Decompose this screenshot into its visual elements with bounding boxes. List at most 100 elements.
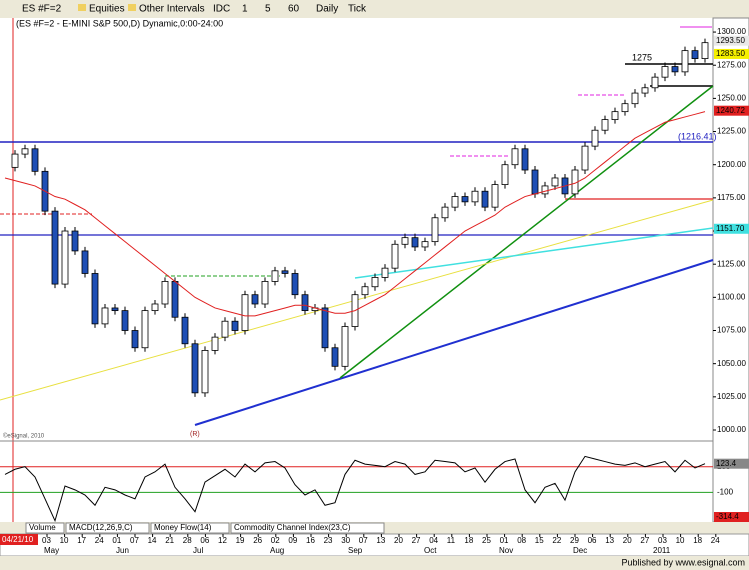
candle — [671, 66, 679, 73]
day-label: 06 — [588, 536, 597, 545]
trendline — [194, 259, 714, 426]
candle — [481, 190, 489, 208]
candle — [281, 270, 289, 274]
candle — [551, 177, 559, 187]
candle — [81, 250, 89, 274]
candle — [11, 153, 19, 168]
candle — [681, 50, 689, 73]
day-label: 10 — [60, 536, 69, 545]
candle — [331, 347, 339, 367]
toolbar-item[interactable]: Equities — [89, 4, 125, 15]
day-label: 08 — [517, 536, 526, 545]
price-label-box — [714, 223, 749, 234]
day-label: 06 — [200, 536, 209, 545]
day-label: 24 — [95, 536, 104, 545]
trendline — [339, 85, 714, 379]
day-label: 09 — [288, 536, 297, 545]
candle — [431, 217, 439, 243]
day-label: 28 — [183, 536, 192, 545]
symbol-box[interactable]: ES #F=2 — [22, 4, 62, 15]
tab — [25, 522, 65, 534]
day-label: 24 — [711, 536, 720, 545]
candle — [491, 184, 499, 208]
candle — [91, 273, 99, 325]
day-label: 13 — [376, 536, 385, 545]
price-label-box — [714, 48, 749, 59]
cci-line — [4, 455, 706, 523]
candle — [361, 286, 369, 296]
price-label: 1283.50 — [716, 49, 745, 58]
tab-label[interactable]: MACD(12,26,9,C) — [69, 523, 133, 532]
day-label: 17 — [77, 536, 86, 545]
toolbar-item[interactable]: 5 — [265, 4, 271, 15]
tab-label[interactable]: Money Flow(14) — [154, 523, 212, 532]
toolbar-item[interactable]: IDC — [213, 4, 230, 15]
candle — [651, 76, 659, 89]
toolbar-item[interactable]: 60 — [288, 4, 300, 15]
candle — [291, 273, 299, 296]
candle — [501, 164, 509, 186]
day-label: 12 — [218, 536, 227, 545]
y-tick-label: 1100.00 — [717, 292, 746, 301]
toolbar-item[interactable]: Tick — [348, 4, 367, 15]
copyright: ©eSignal, 2010 — [3, 433, 45, 440]
candle — [531, 169, 539, 195]
candle — [211, 336, 219, 351]
day-label: 21 — [165, 536, 174, 545]
candle — [621, 103, 629, 113]
candle — [241, 294, 249, 331]
candle — [251, 294, 259, 305]
cci-tick-label: -100 — [717, 488, 734, 497]
cci-value-box — [714, 458, 749, 469]
day-label: 18 — [464, 536, 473, 545]
candle — [591, 129, 599, 147]
day-label: 01 — [500, 536, 509, 545]
y-tick-label: 1075.00 — [717, 326, 746, 335]
candle — [271, 270, 279, 282]
footer — [0, 556, 749, 570]
toolbar-item[interactable]: 1 — [242, 4, 248, 15]
candle — [231, 320, 239, 331]
cci-min-box — [714, 512, 749, 522]
y-tick-label: 1025.00 — [717, 392, 746, 401]
y-tick-label: 1200.00 — [717, 160, 746, 169]
candle — [421, 241, 429, 248]
day-label: 27 — [640, 536, 649, 545]
candle — [161, 281, 169, 305]
day-label: 01 — [112, 536, 121, 545]
y-tick-label: 1250.00 — [717, 93, 746, 102]
toolbar — [0, 0, 749, 18]
month-label: Sep — [348, 546, 363, 555]
tab-label[interactable]: Volume — [29, 523, 56, 532]
toolbar-item[interactable]: Other Intervals — [139, 4, 205, 15]
toolbar-item[interactable]: Daily — [316, 4, 338, 15]
day-label: 22 — [552, 536, 561, 545]
month-label: Jul — [193, 546, 203, 555]
y-tick-label: 1050.00 — [717, 359, 746, 368]
candle — [381, 267, 389, 278]
month-label: Aug — [270, 546, 284, 555]
candle — [321, 307, 329, 349]
annotation: (1216.41) — [678, 131, 717, 141]
month-label: 2011 — [653, 546, 671, 555]
candle — [151, 303, 159, 312]
candle — [141, 310, 149, 349]
month-label: Dec — [573, 546, 587, 555]
price-label: 1151.70 — [716, 224, 745, 233]
candle — [61, 230, 69, 285]
date-cursor-label: 04/21/10 — [2, 535, 34, 544]
day-label: 07 — [130, 536, 139, 545]
candle — [191, 343, 199, 394]
candle — [511, 148, 519, 166]
candle — [471, 190, 479, 203]
y-tick-label: 1000.00 — [717, 425, 746, 434]
candle — [371, 277, 379, 288]
month-label: Nov — [499, 546, 513, 555]
day-label: 02 — [271, 536, 280, 545]
candle — [411, 237, 419, 248]
candle — [21, 148, 29, 155]
candle — [541, 185, 549, 195]
tab-label[interactable]: Commodity Channel Index(23,C) — [234, 523, 351, 532]
candle — [441, 206, 449, 219]
